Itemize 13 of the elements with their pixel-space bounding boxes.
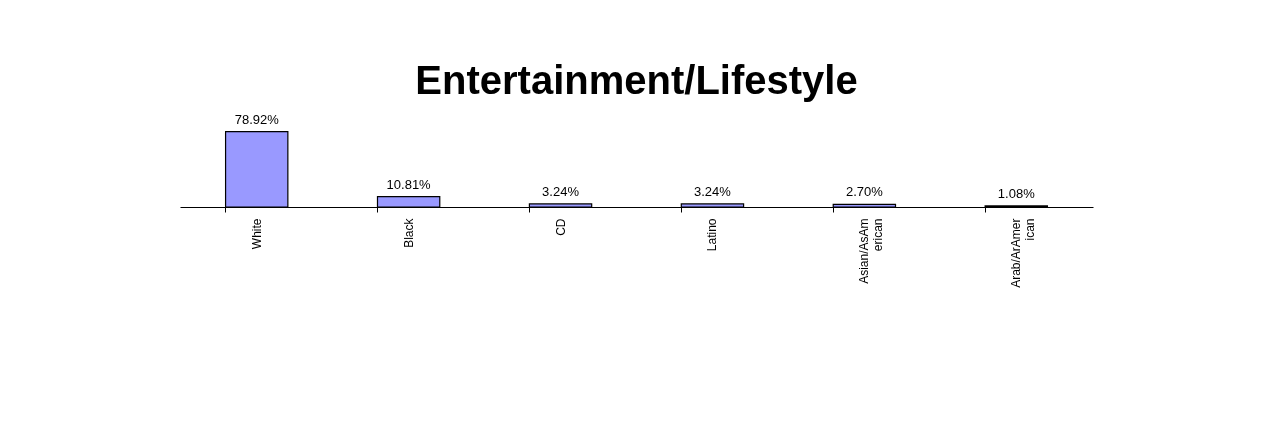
data-label: 78.92%	[234, 111, 280, 127]
x-tick-label: Black	[401, 217, 416, 248]
x-tick-label: Latino	[705, 218, 720, 252]
x-tick-label: White	[249, 218, 264, 250]
chart-title: Entertainment/Lifestyle	[415, 57, 858, 102]
data-label: 3.24%	[694, 183, 732, 199]
x-tick-label: Arab/ArAmerican	[1009, 218, 1038, 288]
data-label: 3.24%	[542, 183, 580, 199]
data-label: 10.81%	[386, 176, 432, 192]
data-label: 2.70%	[845, 184, 884, 200]
x-tick-label: CD	[553, 218, 568, 236]
data-label: 1.08%	[997, 185, 1036, 201]
x-tick-label: Asian/AsAmerican	[857, 218, 886, 284]
